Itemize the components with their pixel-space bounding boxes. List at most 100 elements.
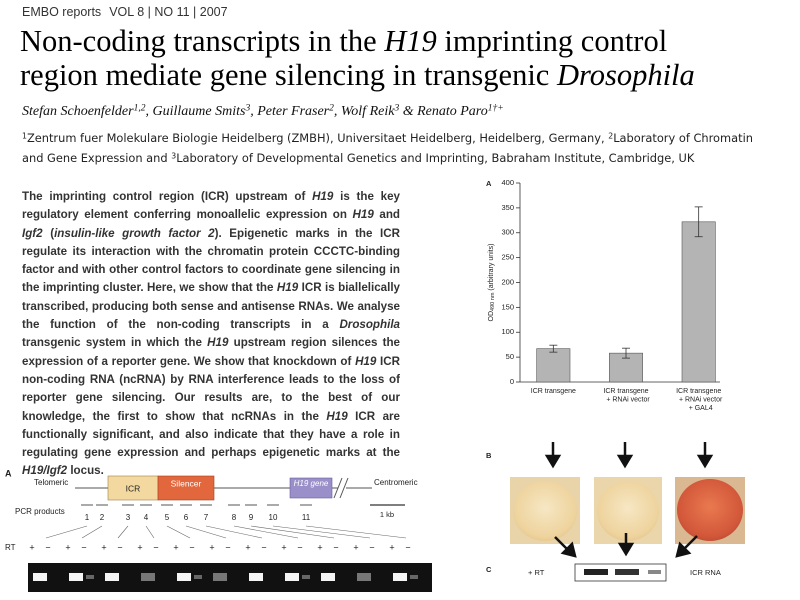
y-tick-label: 100 <box>501 327 514 336</box>
pcr-number: 9 <box>249 513 254 522</box>
gel-band <box>194 575 202 579</box>
pcr-number: 10 <box>269 513 278 522</box>
lane-guide <box>145 525 155 539</box>
text-run: , Guillaume Smits <box>145 104 246 119</box>
rt-sign: + <box>281 542 286 552</box>
pcr-number: 11 <box>302 513 311 522</box>
y-tick-label: 0 <box>510 377 514 386</box>
y-tick-label: 150 <box>501 302 514 311</box>
text-run: H19 <box>207 336 229 350</box>
rt-sign: − <box>81 542 86 552</box>
pcr-number: 1 <box>85 513 90 522</box>
rt-sign: + <box>353 542 358 552</box>
pcr-number: 6 <box>184 513 189 522</box>
title-line: region mediate gene silencing in transge… <box>20 58 695 93</box>
text-run: H19 <box>326 409 348 423</box>
text-run: H19 <box>352 208 374 222</box>
text-run: H19 <box>276 281 299 295</box>
text-run: insulin-like growth factor 2 <box>54 226 215 240</box>
title-line: Non-coding transcripts in the H19 imprin… <box>20 24 667 59</box>
gel-band <box>105 573 119 581</box>
affiliation-line: 1Zentrum fuer Molekulare Biologie Heidel… <box>22 131 753 145</box>
text-run: The imprinting control region (ICR) upst… <box>22 190 313 203</box>
error-bar <box>622 347 630 359</box>
text-run: Laboratory of Chromatin <box>613 131 753 145</box>
text-run: Non-coding transcripts in the <box>20 24 385 58</box>
y-axis-label-part: (arbitrary units) <box>488 244 495 293</box>
y-tick-label: 250 <box>501 253 514 262</box>
text-run: Drosophila <box>556 58 695 92</box>
text-run: , Wolf Reik <box>333 104 395 119</box>
text-run: Zentrum fuer Molekulare Biologie Heidelb… <box>26 131 609 145</box>
pcr-number: 8 <box>232 513 237 522</box>
panel-label: A <box>5 468 12 478</box>
panel-label: C <box>486 565 492 574</box>
rt-sign: + <box>209 542 214 552</box>
lane-guide <box>81 525 103 539</box>
text-run: locus. <box>67 464 104 478</box>
text-run: ICR are functionally significant, and al… <box>22 409 400 460</box>
rt-sign: + <box>65 542 70 552</box>
rt-sign: − <box>117 542 122 552</box>
rt-sign: − <box>153 542 158 552</box>
gel-band <box>302 575 310 579</box>
rt-sign: − <box>297 542 302 552</box>
gel-band <box>357 573 371 581</box>
superscript: 3 <box>171 151 177 161</box>
gel-band <box>410 575 418 579</box>
text-run: Igf2 <box>22 226 43 240</box>
rt-label: RT <box>5 543 16 552</box>
text-run: H19/Igf2 <box>22 464 68 478</box>
pcr-number: 2 <box>100 513 105 522</box>
text-run: imprinting control <box>436 24 668 58</box>
text-run: transgenic system in which the <box>22 336 208 350</box>
text-run: region mediate gene silencing in transge… <box>20 58 557 92</box>
rt-sign: + <box>101 542 106 552</box>
rt-sign: + <box>173 542 178 552</box>
lane-guide <box>185 525 227 539</box>
affiliation-line: and Gene Expression and 3Laboratory of D… <box>22 151 694 165</box>
pcr-number: 5 <box>165 513 170 522</box>
text-run: and Gene Expression and <box>22 151 172 165</box>
panel-label: A <box>486 179 492 188</box>
locus-label: Silencer <box>171 478 202 488</box>
text-run: H19 <box>384 24 437 58</box>
bar <box>681 221 716 383</box>
gel-label: ICR RNA <box>690 568 721 577</box>
locus-label: Centromeric <box>374 478 418 487</box>
journal-issue: VOL 8 | NO 11 | 2007 <box>109 5 228 19</box>
lane-guide <box>205 525 263 539</box>
gel-band <box>141 573 155 581</box>
x-tick-label: ICR transgene <box>603 388 648 395</box>
y-axis-label-part: OD <box>488 311 495 322</box>
pcr-number: 3 <box>126 513 131 522</box>
rt-sign: − <box>333 542 338 552</box>
y-axis-label: OD490 nm (arbitrary units) <box>488 244 497 322</box>
lane-guide <box>117 525 129 539</box>
gel-band <box>321 573 335 581</box>
rt-sign: − <box>189 542 194 552</box>
y-tick-label: 350 <box>501 203 514 212</box>
text-run: Drosophila <box>339 318 400 332</box>
bar <box>536 348 571 383</box>
text-run: & Renato Paro <box>399 104 488 119</box>
text-run: ICR is biallelically transcribed, produc… <box>22 281 401 332</box>
y-tick-label: 400 <box>501 178 514 187</box>
superscript: 1 <box>22 131 27 141</box>
locus-label: H19 gene <box>294 479 329 488</box>
journal-header: EMBO reports VOL 8 | NO 11 | 2007 <box>22 5 228 19</box>
text-run: and <box>373 208 400 222</box>
y-tick-label: 300 <box>501 228 514 237</box>
y-axis-label-part: 490 nm <box>490 292 496 311</box>
superscript: 2 <box>329 103 334 114</box>
gel-band <box>177 573 191 581</box>
locus-label: Telomeric <box>34 478 68 487</box>
x-tick-label: ICR transgene <box>531 388 576 395</box>
lane-guide <box>272 525 371 539</box>
text-run: H19 <box>312 190 334 203</box>
text-run: Laboratory of Developmental Genetics and… <box>176 151 695 165</box>
gel-band <box>69 573 83 581</box>
lane-guide <box>166 525 191 539</box>
pcr-number: 4 <box>144 513 149 522</box>
